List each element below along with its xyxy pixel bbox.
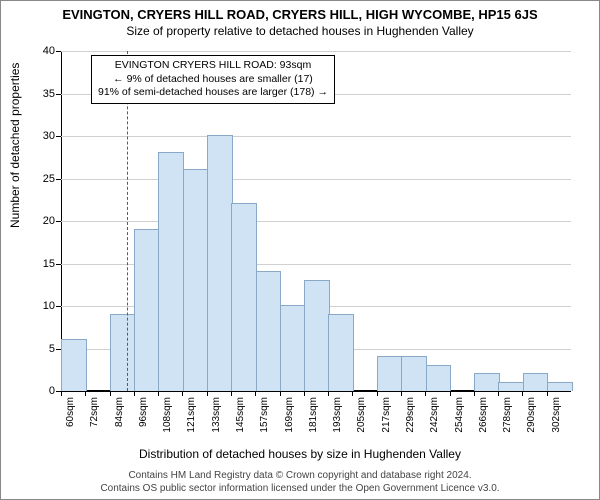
chart-container: EVINGTON, CRYERS HILL ROAD, CRYERS HILL,… xyxy=(0,0,600,500)
histogram-bar xyxy=(523,373,549,391)
x-tick-mark xyxy=(522,391,523,396)
x-tick-label: 193sqm xyxy=(332,397,343,433)
histogram-bar xyxy=(401,356,427,391)
x-tick-mark xyxy=(255,391,256,396)
histogram-bar xyxy=(231,203,257,391)
x-tick-label: 84sqm xyxy=(114,397,125,427)
x-tick-mark xyxy=(280,391,281,396)
x-tick-mark xyxy=(498,391,499,396)
y-tick-label: 20 xyxy=(43,215,61,227)
histogram-bar xyxy=(328,314,354,392)
x-tick-mark xyxy=(474,391,475,396)
x-tick-mark xyxy=(134,391,135,396)
x-tick-mark xyxy=(182,391,183,396)
x-tick-mark xyxy=(425,391,426,396)
histogram-bar xyxy=(207,135,233,391)
histogram-bar xyxy=(280,305,306,391)
x-tick-mark xyxy=(547,391,548,396)
x-tick-label: 254sqm xyxy=(454,397,465,433)
histogram-bar xyxy=(61,339,87,391)
y-tick-label: 35 xyxy=(43,88,61,100)
x-tick-label: 157sqm xyxy=(259,397,270,433)
histogram-bar xyxy=(158,152,184,391)
x-tick-mark xyxy=(231,391,232,396)
histogram-bar xyxy=(426,365,452,392)
y-tick-label: 30 xyxy=(43,130,61,142)
x-tick-label: 181sqm xyxy=(308,397,319,433)
gridline xyxy=(61,221,571,222)
x-tick-mark xyxy=(61,391,62,396)
x-tick-label: 96sqm xyxy=(138,397,149,427)
gridline xyxy=(61,136,571,137)
histogram-bar xyxy=(134,229,160,392)
x-tick-mark xyxy=(352,391,353,396)
x-tick-mark xyxy=(304,391,305,396)
x-tick-mark xyxy=(110,391,111,396)
annotation-line2: ← 9% of detached houses are smaller (17) xyxy=(98,73,328,87)
y-tick-label: 25 xyxy=(43,173,61,185)
x-tick-mark xyxy=(450,391,451,396)
plot-area: 051015202530354060sqm72sqm84sqm96sqm108s… xyxy=(61,51,571,391)
gridline xyxy=(61,179,571,180)
x-tick-label: 266sqm xyxy=(478,397,489,433)
y-axis-label: Number of detached properties xyxy=(8,63,22,228)
histogram-bar xyxy=(256,271,282,391)
x-tick-label: 121sqm xyxy=(186,397,197,433)
histogram-bar xyxy=(183,169,209,391)
x-tick-mark xyxy=(377,391,378,396)
histogram-bar xyxy=(377,356,403,391)
footer-line1: Contains HM Land Registry data © Crown c… xyxy=(1,469,599,482)
x-tick-mark xyxy=(158,391,159,396)
x-tick-mark xyxy=(328,391,329,396)
annotation-line1: EVINGTON CRYERS HILL ROAD: 93sqm xyxy=(98,59,328,73)
histogram-bar xyxy=(547,382,573,392)
y-tick-label: 10 xyxy=(43,300,61,312)
x-tick-label: 217sqm xyxy=(381,397,392,433)
x-tick-label: 290sqm xyxy=(526,397,537,433)
gridline xyxy=(61,51,571,52)
y-tick-label: 15 xyxy=(43,258,61,270)
chart-title-sub: Size of property relative to detached ho… xyxy=(1,22,599,38)
x-tick-label: 133sqm xyxy=(211,397,222,433)
histogram-bar xyxy=(304,280,330,392)
x-tick-label: 205sqm xyxy=(356,397,367,433)
footer-line2: Contains OS public sector information li… xyxy=(1,482,599,495)
x-tick-label: 145sqm xyxy=(235,397,246,433)
x-tick-label: 278sqm xyxy=(502,397,513,433)
annotation-line3: 91% of semi-detached houses are larger (… xyxy=(98,86,328,100)
footer: Contains HM Land Registry data © Crown c… xyxy=(1,469,599,495)
x-tick-label: 72sqm xyxy=(89,397,100,427)
x-tick-label: 302sqm xyxy=(551,397,562,433)
x-tick-label: 108sqm xyxy=(162,397,173,433)
x-tick-mark xyxy=(207,391,208,396)
histogram-bar xyxy=(498,382,524,392)
x-tick-mark xyxy=(401,391,402,396)
x-tick-mark xyxy=(85,391,86,396)
x-tick-label: 169sqm xyxy=(284,397,295,433)
annotation-box: EVINGTON CRYERS HILL ROAD: 93sqm ← 9% of… xyxy=(91,55,335,104)
x-tick-label: 229sqm xyxy=(405,397,416,433)
gridline xyxy=(61,391,571,392)
x-axis-label: Distribution of detached houses by size … xyxy=(1,447,599,461)
x-tick-label: 242sqm xyxy=(429,397,440,433)
histogram-bar xyxy=(110,314,136,392)
chart-title-main: EVINGTON, CRYERS HILL ROAD, CRYERS HILL,… xyxy=(1,1,599,22)
y-tick-label: 40 xyxy=(43,45,61,57)
x-tick-label: 60sqm xyxy=(65,397,76,427)
y-tick-label: 5 xyxy=(49,343,61,355)
histogram-bar xyxy=(474,373,500,391)
y-tick-label: 0 xyxy=(49,385,61,397)
